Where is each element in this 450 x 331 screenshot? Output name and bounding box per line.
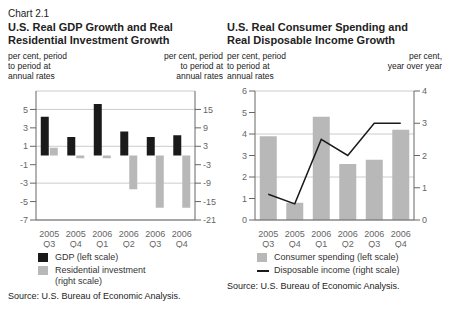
html-text:Chart 2.1: Chart 2.1 xyxy=(8,8,50,19)
html-text:per cent, year over year: per cent, year over year xyxy=(387,51,442,71)
svg-text:2006Q2: 2006Q2 xyxy=(338,229,358,248)
svg-text:3: 3 xyxy=(242,151,247,161)
svg-text:2006Q4: 2006Q4 xyxy=(172,229,192,248)
svg-text:2006Q3: 2006Q3 xyxy=(364,229,384,248)
html-text:Source: U.S. Bureau of Economi: Source: U.S. Bureau of Economic Analysis… xyxy=(8,291,181,301)
svg-text:4: 4 xyxy=(242,129,247,139)
html-text:Consumer spending (left scale): Consumer spending (left scale) xyxy=(274,252,399,262)
html-text:per cent, period to period at: per cent, period to period at annual rat… xyxy=(8,51,68,81)
svg-text:3: 3 xyxy=(422,118,427,128)
svg-text:-15: -15 xyxy=(203,197,216,207)
svg-text:2006Q1: 2006Q1 xyxy=(92,229,112,248)
svg-text:-9: -9 xyxy=(203,178,211,188)
svg-text:-1: -1 xyxy=(20,160,28,170)
html-text:GDP (left scale): GDP (left scale) xyxy=(55,252,119,262)
svg-text:2006Q1: 2006Q1 xyxy=(311,229,331,248)
svg-text:-3: -3 xyxy=(203,160,211,170)
svg-text:2005Q3: 2005Q3 xyxy=(39,229,59,248)
svg-text:0: 0 xyxy=(422,215,427,225)
svg-text:5: 5 xyxy=(242,108,247,118)
html-text:Source: U.S. Bureau of Economi: Source: U.S. Bureau of Economic Analysis… xyxy=(227,280,400,291)
svg-text:-5: -5 xyxy=(20,197,28,207)
svg-text:2: 2 xyxy=(422,151,427,161)
svg-text:-3: -3 xyxy=(20,178,28,188)
html-text:U.S. Real GDP Growth and Real: U.S. Real GDP Growth and Real Residentia… xyxy=(8,21,173,47)
svg-text:3: 3 xyxy=(23,123,28,133)
svg-text:-21: -21 xyxy=(203,215,216,225)
svg-text:1: 1 xyxy=(422,183,427,193)
svg-text:5: 5 xyxy=(23,105,28,115)
svg-text:1: 1 xyxy=(242,194,247,204)
svg-text:2005Q4: 2005Q4 xyxy=(66,229,86,248)
svg-text:2005Q4: 2005Q4 xyxy=(285,229,305,248)
svg-text:15: 15 xyxy=(203,105,213,115)
svg-text:4: 4 xyxy=(422,86,427,96)
svg-text:3: 3 xyxy=(203,141,208,151)
html-text:per cent, period to period at: per cent, period to period at annual rat… xyxy=(227,51,287,81)
svg-text:2006Q2: 2006Q2 xyxy=(119,229,139,248)
html-text:Residential investment (right: Residential investment (right scale) xyxy=(55,265,146,286)
svg-text:6: 6 xyxy=(242,86,247,96)
svg-text:2006Q3: 2006Q3 xyxy=(145,229,165,248)
svg-text:-7: -7 xyxy=(20,215,28,225)
html-text:per cent, period to period at: per cent, period to period at annual rat… xyxy=(163,51,223,81)
svg-text:0: 0 xyxy=(242,215,247,225)
svg-text:9: 9 xyxy=(203,123,208,133)
html-text:Disposable income (right scale: Disposable income (right scale) xyxy=(274,265,400,276)
svg-text:2: 2 xyxy=(242,172,247,182)
html-text:U.S. Real Consumer Spending an: U.S. Real Consumer Spending and Real Dis… xyxy=(227,21,408,47)
svg-text:2005Q3: 2005Q3 xyxy=(258,229,278,248)
svg-text:1: 1 xyxy=(23,141,28,151)
svg-text:2006Q4: 2006Q4 xyxy=(391,229,411,248)
